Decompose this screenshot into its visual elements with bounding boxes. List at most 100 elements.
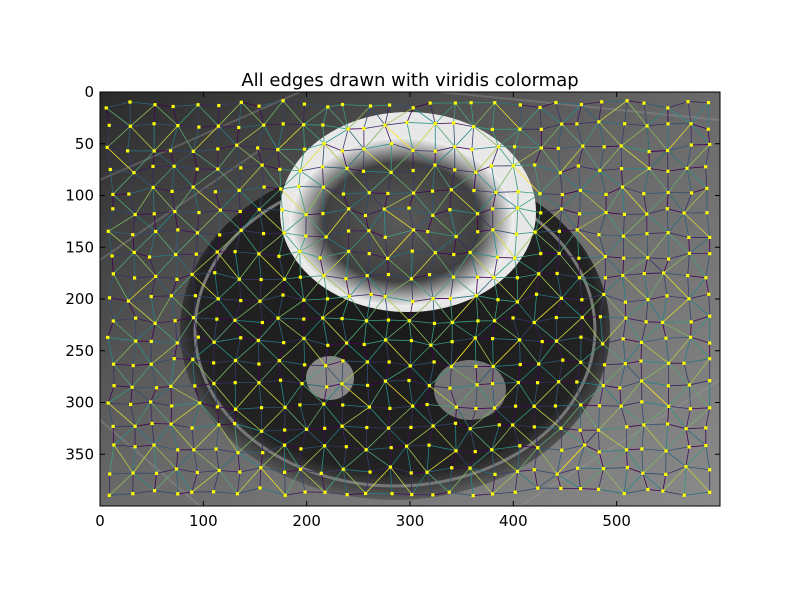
mesh-edge	[491, 449, 518, 472]
mesh-node	[282, 341, 286, 345]
mesh-node	[191, 149, 195, 153]
mesh-edge	[387, 258, 389, 275]
mesh-edge	[602, 364, 605, 386]
mesh-node	[346, 229, 351, 233]
mesh-edge	[171, 166, 175, 192]
mesh-edge	[667, 123, 692, 151]
mesh-edge	[534, 147, 542, 166]
mesh-edge	[306, 427, 325, 430]
mesh-edge	[477, 208, 493, 215]
mesh-edge	[368, 230, 386, 238]
mesh-edge	[426, 450, 457, 473]
mesh-node	[470, 147, 474, 151]
mesh-node	[388, 406, 392, 411]
mesh-edge	[626, 449, 628, 468]
mesh-edge	[388, 274, 412, 280]
mesh-edge	[558, 360, 564, 382]
mesh-node	[389, 170, 393, 175]
mesh-node	[369, 292, 373, 296]
mesh-node	[283, 405, 287, 409]
mesh-edge	[622, 187, 625, 215]
mesh-node	[409, 338, 414, 343]
mesh-edge	[455, 213, 478, 237]
mesh-edge	[406, 445, 428, 473]
mesh-edge	[579, 212, 607, 215]
mesh-node	[387, 103, 392, 107]
mesh-node	[689, 320, 693, 324]
mesh-edge	[559, 229, 578, 232]
mesh-node	[258, 486, 262, 490]
mesh-edge	[517, 207, 541, 214]
mesh-edge	[493, 257, 498, 278]
mesh-edge	[475, 277, 495, 296]
mesh-edge	[429, 252, 436, 275]
mesh-edge	[413, 190, 433, 194]
mesh-edge	[494, 382, 519, 409]
mesh-edge	[539, 193, 562, 210]
mesh-edge	[345, 278, 350, 297]
mesh-edge	[580, 317, 583, 338]
mesh-node	[454, 405, 458, 409]
mesh-edge	[406, 107, 414, 123]
mesh-node	[532, 320, 536, 325]
mesh-edge	[154, 211, 175, 215]
mesh-edge	[326, 383, 343, 388]
mesh-edge	[428, 425, 434, 446]
mesh-node	[602, 145, 606, 149]
mesh-edge	[625, 317, 642, 343]
mesh-edge	[215, 191, 221, 211]
mesh-edge	[579, 277, 583, 300]
mesh-edge	[561, 104, 582, 125]
mesh-edge	[322, 317, 329, 346]
mesh-edge	[322, 125, 325, 144]
mesh-node	[383, 338, 388, 342]
mesh-edge	[450, 298, 453, 323]
mesh-edge	[257, 124, 265, 149]
mesh-node	[153, 321, 157, 325]
mesh-node	[322, 274, 326, 278]
mesh-edge	[473, 190, 496, 193]
mesh-edge	[369, 192, 388, 194]
mesh-edge	[475, 449, 492, 453]
mesh-edge	[683, 192, 693, 214]
mesh-edge	[342, 318, 367, 322]
mesh-edge	[113, 340, 137, 365]
mesh-node	[197, 125, 201, 129]
mesh-edge	[277, 149, 301, 172]
mesh-node	[321, 211, 325, 216]
mesh-edge	[176, 468, 179, 494]
mesh-node	[431, 213, 435, 217]
mesh-edge	[341, 296, 350, 319]
mesh-node	[538, 105, 542, 110]
mesh-edge	[556, 474, 562, 489]
mesh-node	[326, 343, 330, 347]
mesh-edge	[646, 233, 649, 258]
mesh-edge	[284, 251, 301, 280]
mesh-node	[433, 251, 437, 255]
mesh-edge	[363, 148, 392, 173]
mesh-edge	[641, 401, 669, 407]
mesh-edge	[603, 363, 626, 386]
mesh-edge	[341, 383, 370, 408]
mesh-node	[540, 339, 544, 344]
mesh-edge	[217, 278, 240, 300]
mesh-edge	[151, 358, 175, 365]
mesh-edge	[384, 125, 393, 144]
mesh-node	[579, 335, 583, 339]
mesh-edge	[626, 448, 642, 451]
mesh-node	[682, 211, 686, 215]
mesh-edge	[512, 165, 541, 194]
mesh-edge	[410, 361, 435, 367]
mesh-edge	[432, 215, 457, 237]
mesh-node	[233, 358, 238, 363]
mesh-node	[190, 490, 194, 494]
mesh-edge	[385, 296, 413, 302]
mesh-edge	[686, 168, 708, 189]
mesh-node	[303, 490, 307, 494]
mesh-edge	[154, 468, 177, 491]
mesh-node	[237, 277, 241, 281]
mesh-edge	[300, 170, 324, 188]
mesh-edge	[604, 145, 622, 148]
mesh-node	[533, 163, 537, 167]
mesh-edge	[668, 252, 690, 260]
